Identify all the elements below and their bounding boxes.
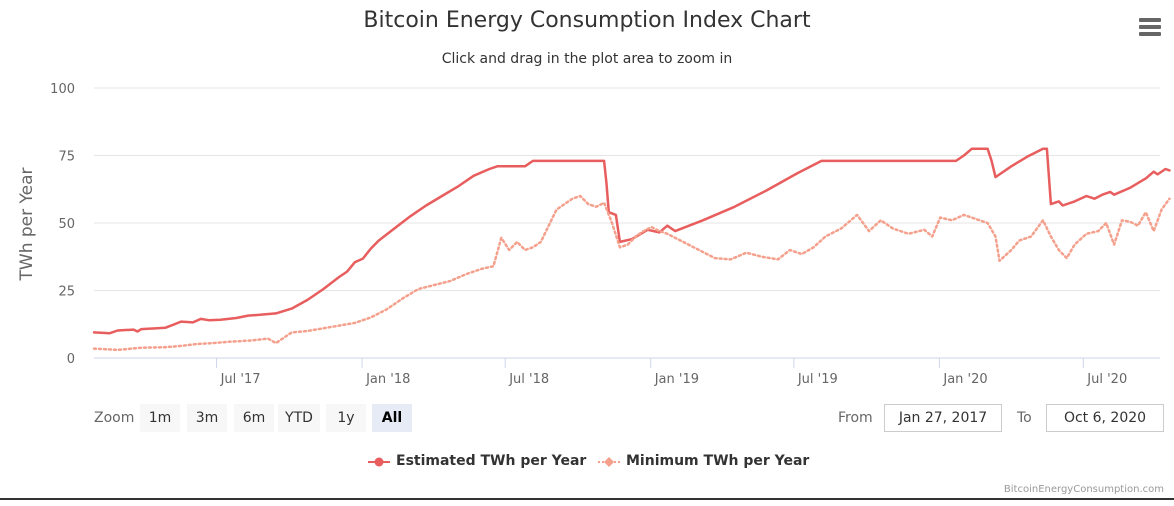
- bottom-divider: [0, 498, 1174, 500]
- x-tick-label: Jan '18: [365, 372, 410, 387]
- zoom-3m-button[interactable]: 3m: [187, 404, 227, 432]
- x-tick-label: Jan '20: [942, 372, 987, 387]
- from-date-input[interactable]: Jan 27, 2017: [884, 404, 1002, 432]
- chart-subtitle: Click and drag in the plot area to zoom …: [441, 51, 733, 67]
- x-tick-label: Jul '17: [220, 372, 261, 387]
- zoom-1y-button[interactable]: 1y: [326, 404, 366, 432]
- chart-title: Bitcoin Energy Consumption Index Chart: [363, 8, 811, 33]
- to-date-input[interactable]: Oct 6, 2020: [1046, 404, 1164, 432]
- y-tick-label: 100: [50, 82, 75, 97]
- to-label: To: [1017, 410, 1032, 426]
- zoom-all-button[interactable]: All: [372, 404, 412, 432]
- y-axis-label: TWh per Year: [17, 167, 37, 281]
- series-estimated-line[interactable]: [92, 147, 1171, 335]
- legend-minimum-marker-icon: [598, 457, 620, 467]
- y-tick-label: 75: [58, 150, 75, 165]
- hamburger-menu-icon[interactable]: [1139, 18, 1161, 36]
- zoom-1m-button[interactable]: 1m: [140, 404, 180, 432]
- legend-estimated-marker-icon: [368, 457, 390, 467]
- zoom-ytd-button[interactable]: YTD: [278, 404, 320, 432]
- from-label: From: [838, 410, 873, 426]
- x-tick-label: Jul '18: [508, 372, 549, 387]
- x-tick-label: Jul '19: [797, 372, 838, 387]
- y-tick-label: 0: [67, 352, 75, 367]
- legend-minimum-label: Minimum TWh per Year: [626, 453, 810, 469]
- x-tick-label: Jan '19: [654, 372, 699, 387]
- credit-link[interactable]: BitcoinEnergyConsumption.com: [1003, 484, 1164, 495]
- x-tick-label: Jul '20: [1086, 372, 1127, 387]
- y-tick-label: 25: [58, 285, 75, 300]
- zoom-label: Zoom: [94, 410, 135, 426]
- series-minimum-line[interactable]: [92, 194, 1171, 352]
- y-tick-label: 50: [58, 217, 75, 232]
- legend-estimated-label: Estimated TWh per Year: [396, 453, 587, 469]
- zoom-6m-button[interactable]: 6m: [234, 404, 274, 432]
